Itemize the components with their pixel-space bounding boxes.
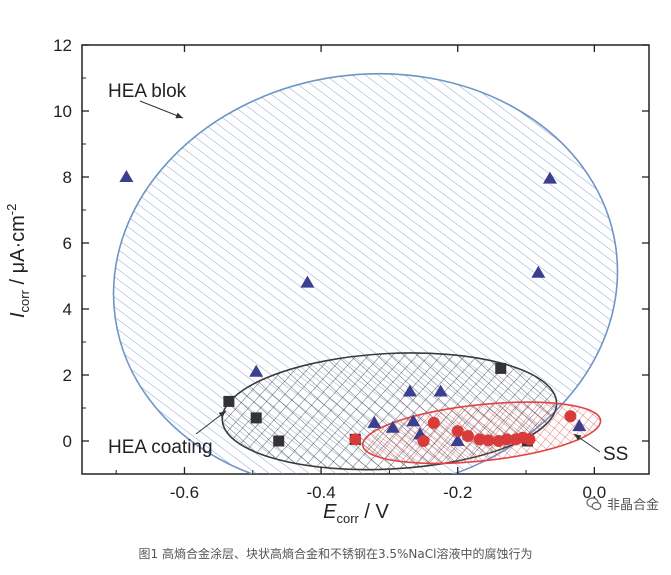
chart-svg: 0 2 4 6 8 10 12 -0.6 -0.4 -0.2 0.0 HEA blok HEA coa…: [4, 36, 650, 526]
point-hea-blok: [300, 275, 315, 288]
annotation-label-ss: SS: [603, 444, 628, 465]
point-ss: [451, 425, 464, 438]
point-ss: [417, 435, 430, 447]
y-tick-label: 4: [63, 300, 72, 319]
points-layer: [119, 170, 587, 447]
point-hea-blok: [450, 434, 465, 446]
annotation-arrowhead-ss: [574, 434, 582, 441]
y-tick-label: 0: [63, 432, 72, 451]
point-hea-blok: [531, 265, 546, 278]
annotations-layer: HEA blok HEA coating SS: [108, 81, 628, 465]
point-hea-blok: [249, 364, 264, 377]
x-axis-title: Ecorr / V: [323, 501, 389, 526]
point-ss: [523, 433, 536, 446]
y-tick-label: 10: [53, 102, 72, 121]
point-ss: [482, 434, 495, 447]
axis-ticks: 0 2 4 6 8 10 12 -0.6 -0.4 -0.2 0.0: [53, 36, 649, 502]
x-tick-label: -0.2: [443, 483, 472, 502]
figure-caption: 图1 高熵合金涂层、块状高熵合金和不锈钢在3.5%NaCl溶液中的腐蚀行为: [138, 547, 533, 561]
regions-layer: [112, 72, 619, 474]
point-ss: [473, 433, 486, 446]
point-hea-blok: [385, 420, 400, 433]
annotation-label-hea-coating: HEA coating: [108, 437, 213, 458]
wechat-icon: [586, 496, 602, 510]
point-hea-blok: [406, 414, 421, 427]
point-hea-blok: [433, 384, 448, 397]
point-hea-coating: [495, 362, 507, 374]
point-ss: [461, 430, 474, 443]
annotation-arrowhead-hea-coating: [218, 411, 226, 418]
y-tick-label: 6: [63, 234, 72, 253]
point-hea-coating: [250, 412, 262, 424]
point-ss: [349, 433, 362, 446]
point-hea-blok: [542, 171, 557, 184]
region-ss: [361, 401, 602, 465]
y-tick-label: 8: [63, 168, 72, 187]
point-hea-blok: [119, 170, 134, 182]
annotation-label-hea-blok: HEA blok: [108, 81, 187, 102]
x-tick-label: -0.6: [170, 483, 199, 502]
point-hea-coating: [223, 395, 235, 407]
y-tick-label: 12: [53, 36, 72, 55]
watermark-text: 非晶合金: [606, 498, 659, 513]
y-tick-label: 2: [63, 366, 72, 385]
x-tick-label: -0.4: [306, 483, 335, 502]
point-hea-blok: [367, 415, 382, 428]
point-hea-coating: [273, 435, 285, 447]
point-ss: [564, 410, 577, 423]
point-hea-blok: [402, 384, 417, 397]
y-axis-title: Icorr / μA·cm-2: [4, 204, 32, 318]
point-hea-blok: [572, 419, 587, 432]
point-ss: [427, 416, 440, 429]
x-tick-label: 0.0: [583, 483, 607, 502]
point-ss: [500, 433, 513, 446]
watermark: 非晶合金: [586, 494, 659, 513]
annotation-arrow-hea-blok: [139, 100, 184, 119]
annotation-arrowhead-hea-blok: [175, 112, 183, 119]
